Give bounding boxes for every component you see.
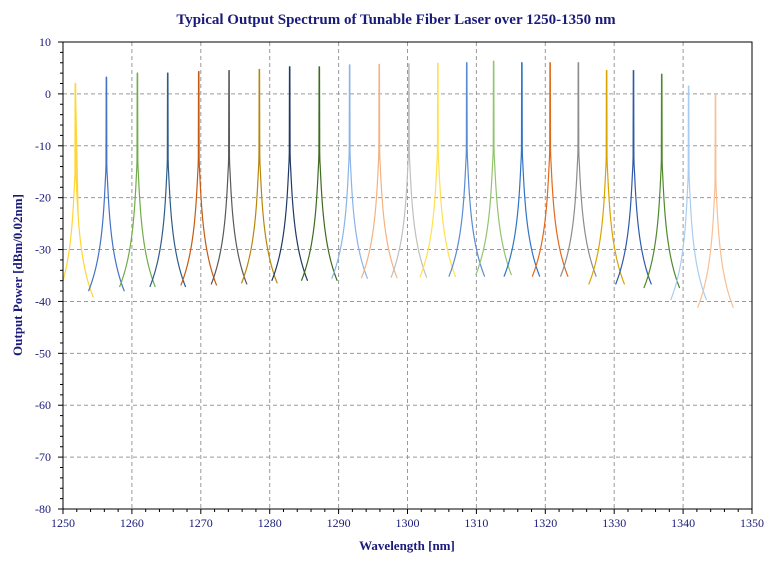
spectrum-series-line bbox=[670, 85, 708, 301]
x-tick-label: 1320 bbox=[533, 516, 557, 530]
spectrum-series-line bbox=[615, 69, 652, 285]
x-axis-label: Wavelength [nm] bbox=[359, 538, 455, 553]
axis-ticks: 1250 1260 1270 1280 1290 1300 1310 1320 1330 1340… bbox=[35, 35, 764, 530]
spectrum-series-line bbox=[87, 76, 125, 292]
y-tick-label: -40 bbox=[35, 294, 51, 308]
spectrum-series-line bbox=[588, 69, 626, 285]
x-tick-label: 1290 bbox=[327, 516, 351, 530]
series-group bbox=[62, 60, 734, 308]
spectrum-series-line bbox=[210, 69, 248, 285]
spectrum-series-line bbox=[531, 62, 569, 277]
y-tick-label: -60 bbox=[35, 398, 51, 412]
x-tick-label: 1270 bbox=[189, 516, 213, 530]
x-tick-label: 1340 bbox=[671, 516, 695, 530]
y-tick-label: -70 bbox=[35, 450, 51, 464]
x-tick-label: 1300 bbox=[396, 516, 420, 530]
y-axis-label: Output Power [dBm/0.02nm] bbox=[10, 194, 25, 356]
grid bbox=[63, 42, 752, 509]
spectrum-series-line bbox=[180, 70, 218, 286]
y-tick-label: -80 bbox=[35, 502, 51, 516]
y-tick-label: -30 bbox=[35, 243, 51, 257]
x-tick-label: 1250 bbox=[51, 516, 75, 530]
spectrum-series-line bbox=[240, 68, 278, 284]
x-tick-label: 1310 bbox=[464, 516, 488, 530]
y-tick-label: 10 bbox=[39, 35, 51, 49]
spectrum-series-line bbox=[475, 60, 513, 276]
spectrum-series-line bbox=[331, 64, 369, 279]
spectrum-series-line bbox=[149, 72, 187, 288]
chart-title: Typical Output Spectrum of Tunable Fiber… bbox=[176, 12, 616, 28]
y-tick-label: -10 bbox=[35, 139, 51, 153]
spectrum-series-line bbox=[643, 73, 681, 289]
spectrum-series-line bbox=[271, 66, 309, 282]
spectrum-series-line bbox=[448, 62, 486, 277]
spectrum-series-line bbox=[390, 63, 428, 278]
x-tick-label: 1330 bbox=[602, 516, 626, 530]
spectrum-series-line bbox=[118, 72, 156, 288]
x-tick-label: 1280 bbox=[258, 516, 282, 530]
spectrum-series-line bbox=[419, 62, 457, 278]
spectrum-series-line bbox=[62, 82, 94, 298]
spectrum-series-line bbox=[503, 62, 541, 277]
spectrum-series-line bbox=[360, 63, 398, 279]
x-tick-label: 1260 bbox=[120, 516, 144, 530]
spectrum-series-line bbox=[559, 62, 597, 277]
spectrum-series-line bbox=[697, 93, 734, 308]
y-tick-label: -50 bbox=[35, 346, 51, 360]
x-tick-label: 1350 bbox=[740, 516, 764, 530]
y-tick-label: 0 bbox=[45, 87, 51, 101]
spectrum-series-line bbox=[300, 66, 338, 282]
y-tick-label: -20 bbox=[35, 191, 51, 205]
